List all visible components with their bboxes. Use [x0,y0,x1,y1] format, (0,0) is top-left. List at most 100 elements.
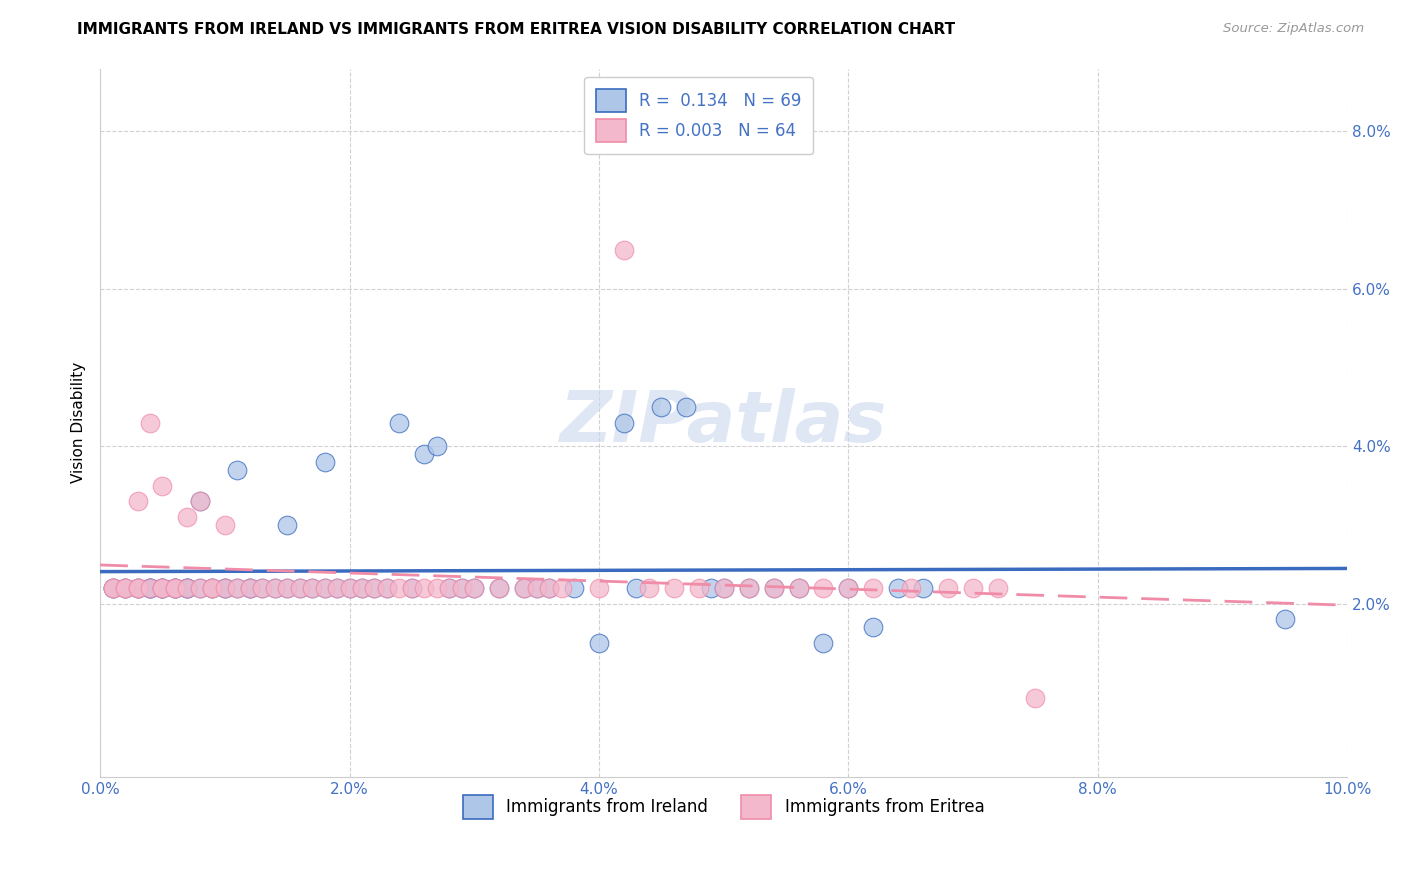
Point [413,447,436,461]
Point [339,581,361,595]
Y-axis label: Vision Disability: Vision Disability [72,362,86,483]
Point [127,494,149,508]
Point [201,581,224,595]
Point [263,581,285,595]
Point [214,581,236,595]
Point [288,581,311,595]
Point [176,581,198,595]
Point [214,581,236,595]
Point [1024,691,1046,706]
Point [176,581,198,595]
Point [252,581,274,595]
Point [375,581,398,595]
Point [139,581,162,595]
Point [388,416,411,430]
Point [887,581,910,595]
Point [787,581,810,595]
Point [862,620,884,634]
Point [762,581,785,595]
Point [301,581,323,595]
Point [439,581,461,595]
Point [288,581,311,595]
Point [152,581,174,595]
Text: IMMIGRANTS FROM IRELAND VS IMMIGRANTS FROM ERITREA VISION DISABILITY CORRELATION: IMMIGRANTS FROM IRELAND VS IMMIGRANTS FR… [77,22,956,37]
Point [114,581,136,595]
Point [239,581,262,595]
Point [737,581,759,595]
Point [188,494,211,508]
Point [114,581,136,595]
Point [538,581,561,595]
Point [713,581,735,595]
Point [350,581,373,595]
Point [588,581,610,595]
Point [463,581,485,595]
Point [127,581,149,595]
Point [862,581,884,595]
Point [936,581,959,595]
Point [188,581,211,595]
Point [363,581,385,595]
Point [588,636,610,650]
Point [163,581,186,595]
Point [152,581,174,595]
Point [176,581,198,595]
Point [214,581,236,595]
Point [101,581,124,595]
Point [163,581,186,595]
Point [276,581,298,595]
Point [252,581,274,595]
Point [101,581,124,595]
Point [152,581,174,595]
Point [214,518,236,533]
Point [388,581,411,595]
Text: Source: ZipAtlas.com: Source: ZipAtlas.com [1223,22,1364,36]
Point [900,581,922,595]
Point [401,581,423,595]
Point [301,581,323,595]
Point [276,518,298,533]
Point [127,581,149,595]
Point [314,455,336,469]
Point [350,581,373,595]
Point [163,581,186,595]
Point [226,581,249,595]
Point [538,581,561,595]
Point [700,581,723,595]
Point [176,510,198,524]
Point [226,581,249,595]
Point [263,581,285,595]
Point [488,581,510,595]
Point [439,581,461,595]
Point [127,581,149,595]
Point [762,581,785,595]
Point [526,581,548,595]
Point [326,581,349,595]
Point [1274,612,1296,626]
Point [675,400,697,414]
Point [562,581,585,595]
Point [139,416,162,430]
Point [737,581,759,595]
Point [375,581,398,595]
Point [662,581,685,595]
Point [426,439,449,453]
Point [513,581,536,595]
Point [314,581,336,595]
Point [613,416,636,430]
Point [239,581,262,595]
Point [163,581,186,595]
Point [101,581,124,595]
Point [239,581,262,595]
Point [450,581,472,595]
Point [114,581,136,595]
Point [488,581,510,595]
Point [101,581,124,595]
Point [637,581,659,595]
Point [987,581,1010,595]
Point [526,581,548,595]
Text: ZIPatlas: ZIPatlas [560,388,887,458]
Point [201,581,224,595]
Point [139,581,162,595]
Point [152,478,174,492]
